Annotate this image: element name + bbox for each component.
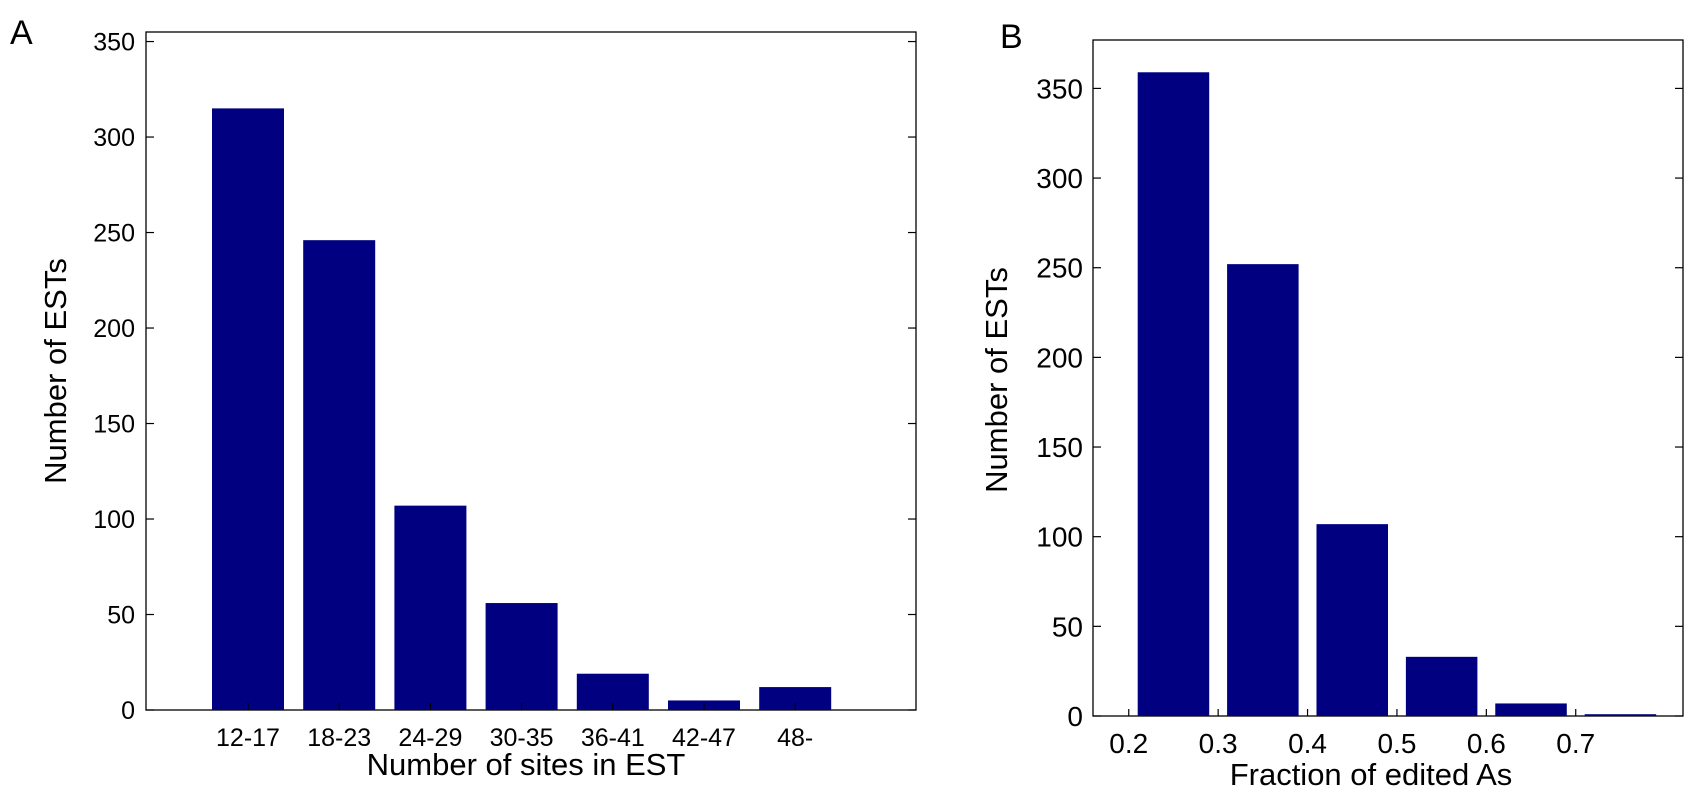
panel-b-y-tick-label: 200 — [1036, 342, 1083, 373]
panel-a-x-tick-label: 18-23 — [307, 724, 371, 752]
panel-b-y-tick-label: 0 — [1067, 701, 1083, 732]
panel-b-y-tick-label: 100 — [1036, 522, 1083, 553]
panel-a-y-tick-label: 50 — [107, 602, 135, 630]
panel-b-bar-0.25 — [1137, 72, 1210, 716]
panel-b-bar-0.35 — [1227, 264, 1299, 716]
panel-b-bar-0.75 — [1584, 714, 1657, 716]
panel-b-bar-0.65 — [1495, 703, 1567, 716]
panel-a-bar-12-17 — [212, 108, 284, 711]
panel-b-x-axis-label: Fraction of edited As — [1230, 757, 1513, 792]
panel-a-letter: A — [10, 14, 33, 52]
panel-b-x-tick-label: 0.3 — [1199, 728, 1238, 759]
panel-a-y-tick-label: 250 — [93, 220, 135, 248]
panel-a: A 0 50 100 150 200 250 300 350 12-17 18-23 24-29 3… — [10, 14, 917, 782]
panel-a-x-tick-label: 30-35 — [490, 724, 554, 752]
panel-a-bars — [212, 108, 832, 711]
panel-b-y-tick-label: 300 — [1036, 163, 1083, 194]
panel-a-y-tick-label: 300 — [93, 124, 135, 152]
panel-b-y-axis: 0 50 100 150 200 250 300 350 — [1036, 73, 1683, 732]
panel-a-x-axis: 12-17 18-23 24-29 30-35 36-41 42-47 48- — [216, 703, 813, 752]
panel-b-y-tick-label: 150 — [1036, 432, 1083, 463]
panel-a-bar-30-35 — [485, 603, 558, 710]
panel-a-y-tick-label: 0 — [121, 697, 135, 725]
panel-a-y-axis: 0 50 100 150 200 250 300 350 — [93, 29, 916, 725]
panel-a-y-tick-label: 350 — [93, 29, 135, 57]
panel-a-bar-18-23 — [303, 240, 376, 710]
panel-b-x-tick-label: 0.6 — [1467, 728, 1506, 759]
panel-b-bar-0.45 — [1316, 524, 1388, 716]
panel-b-x-tick-label: 0.5 — [1377, 728, 1416, 759]
panel-b-bar-0.55 — [1405, 656, 1478, 716]
panel-b-y-tick-label: 50 — [1052, 611, 1083, 642]
panel-a-bar-48- — [759, 687, 832, 710]
panel-b-y-axis-label: Number of ESTs — [979, 267, 1014, 493]
panel-a-x-axis-label: Number of sites in EST — [367, 747, 686, 782]
panel-a-y-tick-label: 100 — [93, 506, 135, 534]
panel-a-x-tick-label: 42-47 — [672, 724, 736, 752]
panel-a-bar-24-29 — [394, 505, 467, 710]
panel-b-x-tick-label: 0.4 — [1288, 728, 1327, 759]
panel-b-bars — [1137, 72, 1657, 716]
panel-a-x-tick-label: 36-41 — [581, 724, 645, 752]
panel-b-x-tick-label: 0.7 — [1556, 728, 1595, 759]
panel-b-x-axis: 0.2 0.3 0.4 0.5 0.6 0.7 — [1109, 709, 1595, 759]
panel-b-y-tick-label: 350 — [1036, 73, 1083, 104]
panel-a-y-tick-label: 200 — [93, 315, 135, 343]
panel-a-y-tick-label: 150 — [93, 411, 135, 439]
panel-b-y-tick-label: 250 — [1036, 253, 1083, 284]
panel-a-y-axis-label: Number of ESTs — [38, 258, 73, 484]
panel-a-x-tick-label: 48- — [777, 724, 813, 752]
panel-a-x-tick-label: 24-29 — [398, 724, 462, 752]
panel-b-x-tick-label: 0.2 — [1109, 728, 1148, 759]
panel-a-x-tick-label: 12-17 — [216, 724, 280, 752]
panel-b-letter: B — [1000, 18, 1023, 56]
